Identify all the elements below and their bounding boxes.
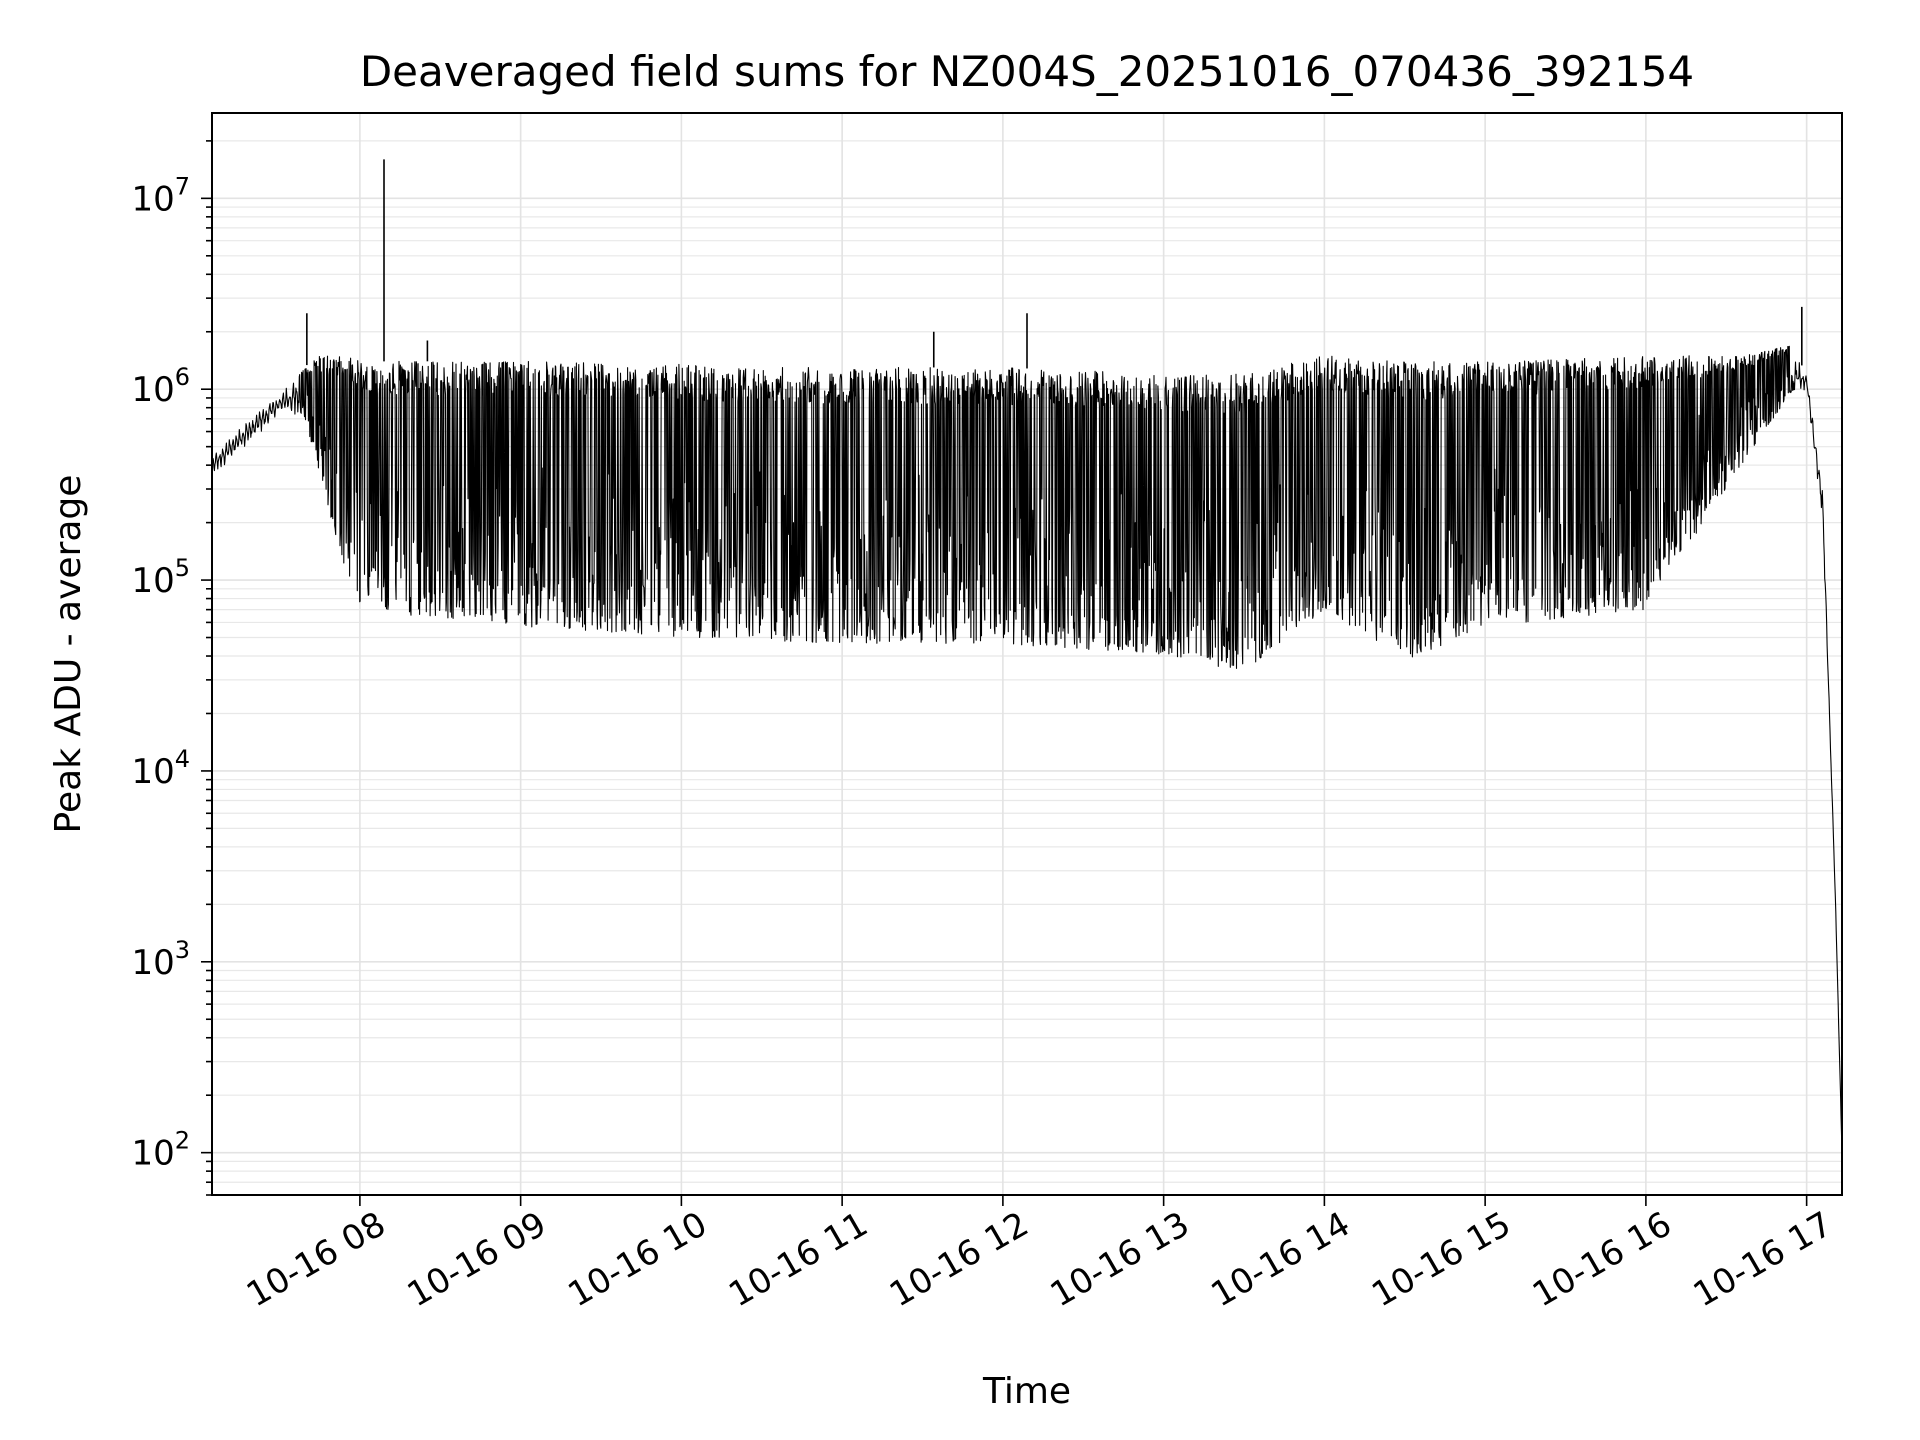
y-tick-label-base: 10 [131, 370, 174, 410]
y-tick-label: 105 [131, 554, 190, 601]
y-tick-label-base: 10 [131, 943, 174, 983]
y-tick-label-exponent: 4 [175, 745, 190, 773]
y-axis-title: Peak ADU - average [48, 475, 89, 834]
minor-gridlines [206, 140, 1842, 1196]
y-tick-label-base: 10 [131, 179, 174, 219]
y-tick-label: 104 [131, 745, 190, 792]
y-tick-label: 103 [131, 936, 190, 983]
y-tick-label: 107 [131, 172, 190, 219]
y-tick-label: 102 [131, 1127, 190, 1174]
y-tick-label-exponent: 2 [175, 1127, 190, 1155]
y-tick-label-exponent: 5 [175, 554, 190, 582]
series-line-field-sums [211, 345, 1843, 1153]
y-tick-label: 106 [131, 363, 190, 410]
plot-frame [211, 112, 1843, 1196]
y-tick-label-exponent: 6 [175, 363, 190, 391]
y-tick-label-base: 10 [131, 752, 174, 792]
chart-title: Deaveraged field sums for NZ004S_2025101… [360, 47, 1694, 96]
y-tick-label-base: 10 [131, 1134, 174, 1174]
y-tick-label-exponent: 7 [175, 172, 190, 200]
x-axis-title: Time [982, 1371, 1071, 1412]
y-tick-label-exponent: 3 [175, 936, 190, 964]
series-layer [211, 159, 1843, 1153]
y-tick-label-base: 10 [131, 561, 174, 601]
